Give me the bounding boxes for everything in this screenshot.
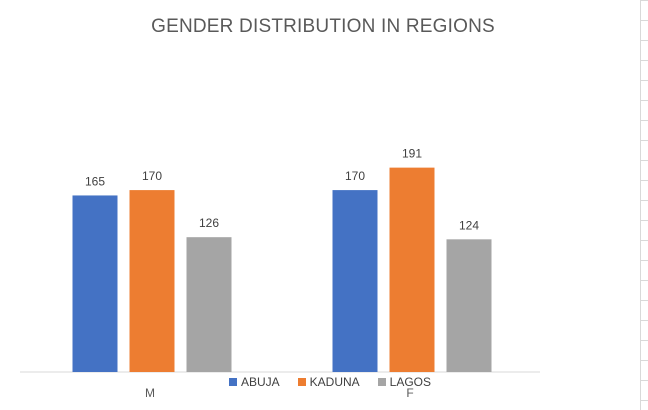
legend-item-lagos: LAGOS — [377, 375, 432, 389]
legend-item-kaduna: KADUNA — [297, 375, 360, 389]
bar-abuja-f[interactable] — [332, 190, 378, 372]
data-label-lagos-m: 126 — [199, 216, 219, 230]
legend-label-kaduna: KADUNA — [309, 375, 360, 389]
category-tick-label-f: F — [406, 386, 413, 400]
bar-kaduna-m[interactable] — [129, 190, 175, 372]
data-label-kaduna-f: 191 — [402, 147, 422, 161]
data-label-lagos-f: 124 — [459, 218, 479, 232]
bar-abuja-m[interactable] — [72, 195, 118, 372]
legend-label-lagos: LAGOS — [389, 375, 432, 389]
data-label-kaduna-m: 170 — [142, 169, 162, 183]
data-label-abuja-f: 170 — [345, 169, 365, 183]
chart-legend: ABUJA KADUNA LAGOS — [0, 375, 648, 389]
bar-lagos-m[interactable] — [186, 237, 232, 372]
legend-label-abuja: ABUJA — [240, 375, 280, 389]
legend-swatch-kaduna — [297, 378, 306, 386]
data-label-abuja-m: 165 — [85, 174, 105, 188]
category-tick-label-m: M — [145, 386, 155, 400]
legend-swatch-lagos — [377, 378, 386, 386]
bar-lagos-f[interactable] — [446, 239, 492, 372]
chart-title: GENDER DISTRIBUTION IN REGIONS — [151, 16, 495, 37]
legend-item-abuja: ABUJA — [228, 375, 280, 389]
bar-kaduna-f[interactable] — [389, 167, 435, 372]
legend-swatch-abuja — [228, 378, 237, 386]
